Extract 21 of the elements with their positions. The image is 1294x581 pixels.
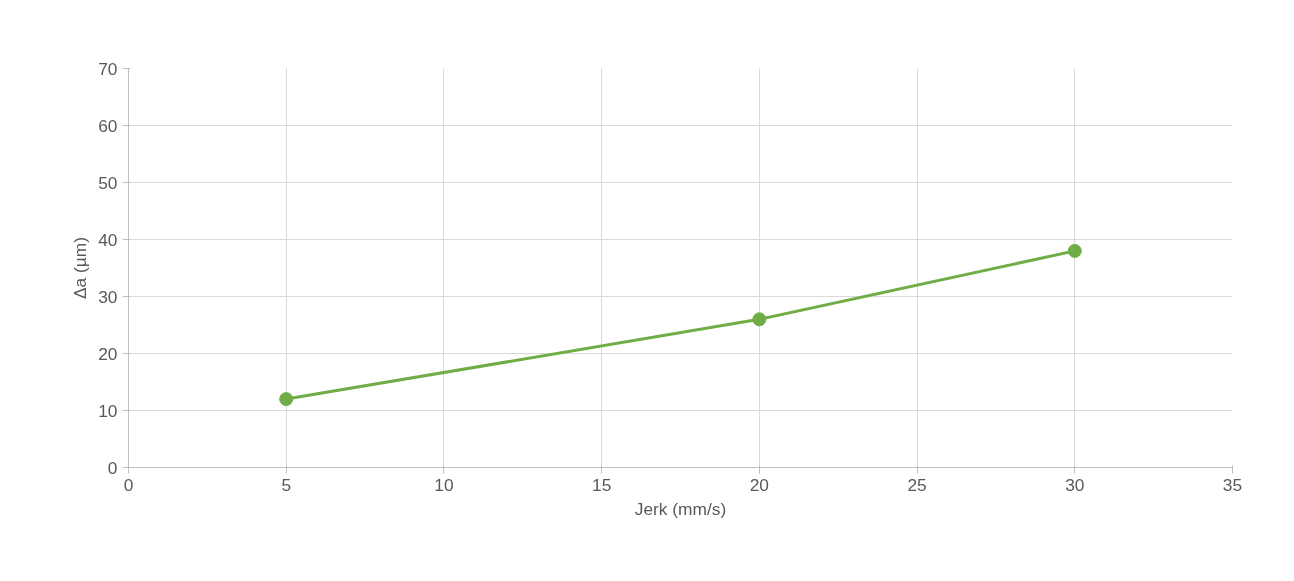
y-tick-label: 30 <box>98 286 118 307</box>
y-tick-label: 0 <box>107 457 118 478</box>
x-tick-label: 15 <box>592 474 612 495</box>
y-tick-label: 70 <box>98 58 118 79</box>
point <box>1067 243 1082 258</box>
y-tick-label: 40 <box>98 229 118 250</box>
x-tick-label: 25 <box>907 474 927 495</box>
point <box>279 392 294 407</box>
y-tick-label: 60 <box>98 115 118 136</box>
point <box>752 312 767 327</box>
x-tick-label: 5 <box>281 474 292 495</box>
y-axis-title: Δa (µm) <box>70 236 91 299</box>
x-tick-label: 30 <box>1065 474 1085 495</box>
x-axis-title: Jerk (mm/s) <box>634 498 727 519</box>
y-tick-label: 20 <box>98 343 118 364</box>
y-tick-label: 50 <box>98 172 118 193</box>
y-tick-label: 10 <box>98 400 118 421</box>
x-tick-label: 0 <box>123 474 134 495</box>
x-tick-label: 20 <box>749 474 769 495</box>
x-tick-label: 10 <box>434 474 454 495</box>
x-tick-label: 35 <box>1222 474 1243 495</box>
